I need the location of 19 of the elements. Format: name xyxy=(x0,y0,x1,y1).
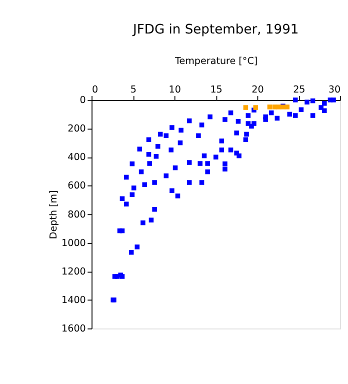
y-tick-label: 600 xyxy=(68,180,86,192)
y-tick-label: 1000 xyxy=(62,238,86,249)
y-tick-label: 800 xyxy=(68,209,86,220)
x-axis-title: Temperature [°C] xyxy=(174,56,258,67)
x-tick-label: 15 xyxy=(210,84,222,96)
x-tick-label: 30 xyxy=(328,84,341,96)
x-tick-label: 5 xyxy=(130,84,136,96)
x-tick-label: 0 xyxy=(92,84,98,96)
y-tick-label: 400 xyxy=(68,152,86,164)
y-tick-label: 0 xyxy=(80,95,86,106)
x-tick-label: 25 xyxy=(293,84,306,96)
x-tick-label: 20 xyxy=(252,84,264,96)
y-axis-title: Depth [m] xyxy=(48,190,60,240)
y-tick-label: 1400 xyxy=(62,294,86,306)
y-tick-label: 200 xyxy=(68,124,86,135)
y-tick-label: 1200 xyxy=(62,266,86,278)
x-tick-label: 10 xyxy=(168,84,181,96)
chart-title: JFDG in September, 1991 xyxy=(132,22,299,38)
y-tick-label: 1600 xyxy=(62,324,86,335)
